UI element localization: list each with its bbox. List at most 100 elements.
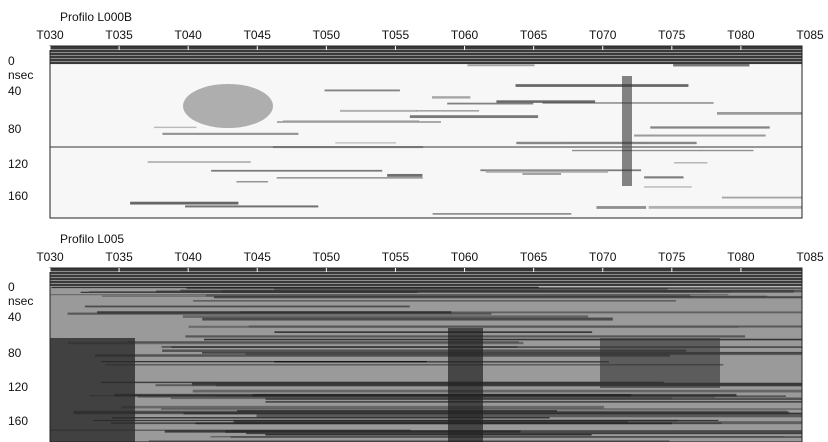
stripe bbox=[189, 326, 739, 328]
stripe bbox=[185, 205, 318, 207]
stripe bbox=[193, 390, 823, 393]
y-label: 40 bbox=[8, 310, 22, 324]
y-label: nsec bbox=[8, 294, 33, 308]
stripe bbox=[433, 213, 572, 214]
x-label: T035 bbox=[105, 250, 133, 264]
stripe bbox=[50, 271, 802, 272]
x-label: T080 bbox=[727, 250, 755, 264]
stripe bbox=[277, 177, 423, 178]
y-label: 160 bbox=[8, 189, 28, 203]
stripe bbox=[50, 274, 802, 275]
figure: Profilo L000BT030T035T040T045T050T055T06… bbox=[0, 0, 828, 442]
stripe bbox=[180, 290, 828, 293]
stripe bbox=[195, 422, 671, 424]
stripe bbox=[274, 331, 592, 333]
stripe bbox=[417, 110, 479, 112]
stripe bbox=[516, 84, 689, 87]
stripe bbox=[122, 406, 604, 409]
stripe bbox=[101, 361, 427, 362]
stripe bbox=[50, 280, 802, 281]
x-label: T055 bbox=[382, 28, 410, 42]
anomaly bbox=[622, 76, 632, 186]
stripe bbox=[467, 64, 534, 66]
dark-zone bbox=[50, 338, 135, 442]
stripe bbox=[204, 339, 828, 341]
stripe bbox=[649, 206, 821, 209]
y-label: nsec bbox=[8, 68, 33, 82]
dark-zone bbox=[600, 338, 720, 388]
x-label: T065 bbox=[520, 250, 548, 264]
stripe bbox=[50, 58, 802, 59]
stripe bbox=[154, 127, 196, 128]
x-label: T075 bbox=[658, 28, 686, 42]
y-label: 80 bbox=[8, 122, 22, 136]
stripe bbox=[410, 115, 538, 118]
stripe bbox=[274, 288, 668, 290]
stripe bbox=[130, 202, 238, 205]
stripe bbox=[97, 311, 451, 313]
stripe bbox=[193, 300, 676, 301]
y-label: 120 bbox=[8, 157, 28, 171]
stripe bbox=[216, 383, 828, 386]
y-label: 0 bbox=[8, 280, 15, 294]
x-label: T060 bbox=[451, 28, 479, 42]
stripe bbox=[114, 394, 736, 397]
stripe bbox=[211, 170, 382, 172]
x-label: T075 bbox=[658, 250, 686, 264]
stripe bbox=[161, 408, 828, 409]
radargram-bg bbox=[50, 46, 802, 218]
stripe bbox=[265, 401, 828, 402]
stripe bbox=[50, 294, 728, 295]
stripe bbox=[387, 174, 422, 177]
reflector bbox=[50, 146, 802, 148]
x-label: T070 bbox=[589, 250, 617, 264]
stripe bbox=[674, 162, 707, 163]
anomaly bbox=[183, 84, 273, 128]
stripe bbox=[50, 61, 802, 62]
stripe bbox=[162, 133, 298, 135]
stripe bbox=[183, 315, 588, 318]
x-label: T050 bbox=[313, 28, 341, 42]
x-label: T055 bbox=[382, 250, 410, 264]
y-label: 80 bbox=[8, 346, 22, 360]
y-label: 160 bbox=[8, 414, 28, 428]
stripe bbox=[496, 100, 595, 103]
stripe bbox=[202, 318, 613, 321]
stripe bbox=[246, 433, 828, 434]
stripe bbox=[596, 206, 646, 209]
radargram bbox=[50, 46, 828, 218]
stripe bbox=[214, 296, 807, 298]
x-label: T060 bbox=[451, 250, 479, 264]
stripe bbox=[148, 161, 251, 162]
stripe bbox=[562, 142, 650, 143]
x-label: T030 bbox=[36, 250, 64, 264]
stripe bbox=[486, 170, 608, 173]
stripe bbox=[432, 96, 470, 98]
stripe bbox=[325, 89, 400, 91]
stripe bbox=[211, 436, 784, 437]
x-label: T070 bbox=[589, 28, 617, 42]
stripe bbox=[522, 173, 561, 175]
y-label: 0 bbox=[8, 54, 15, 68]
stripe bbox=[50, 52, 802, 53]
x-label: T065 bbox=[520, 28, 548, 42]
x-label: T045 bbox=[244, 28, 272, 42]
stripe bbox=[673, 64, 749, 66]
x-label: T045 bbox=[244, 250, 272, 264]
panel-title: Profilo L005 bbox=[60, 232, 124, 246]
stripe bbox=[644, 176, 683, 178]
y-label: 40 bbox=[8, 84, 22, 98]
stripe bbox=[650, 126, 769, 128]
stripe bbox=[265, 398, 813, 401]
stripe bbox=[634, 135, 766, 137]
stripe bbox=[74, 412, 790, 415]
stripe bbox=[50, 49, 802, 50]
stripe bbox=[50, 277, 802, 278]
stripe bbox=[237, 410, 557, 411]
stripe bbox=[236, 181, 268, 182]
x-label: T040 bbox=[175, 28, 203, 42]
stripe bbox=[112, 417, 550, 418]
stripe bbox=[257, 414, 828, 417]
x-label: T080 bbox=[727, 28, 755, 42]
stripe bbox=[50, 55, 802, 56]
